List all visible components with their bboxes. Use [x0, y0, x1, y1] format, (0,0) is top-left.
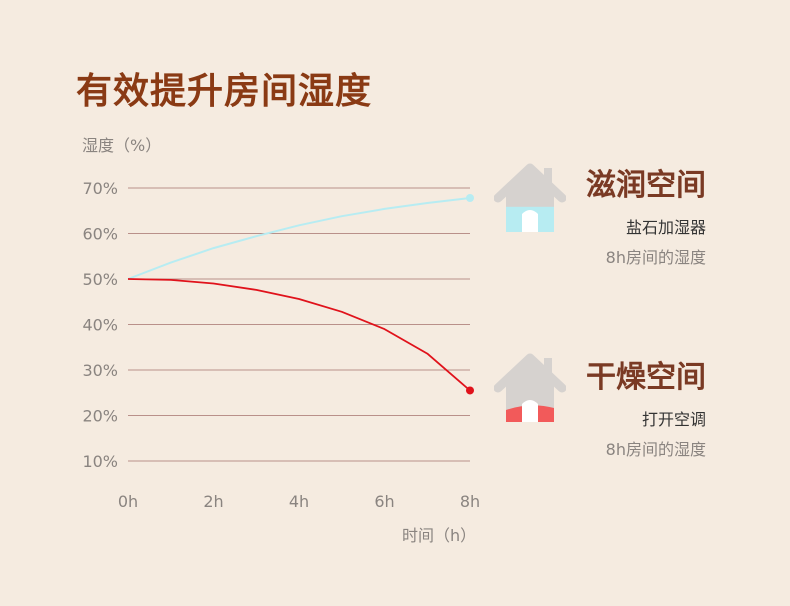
y-tick-label: 40%: [82, 316, 118, 335]
x-tick-label: 2h: [203, 492, 223, 511]
panel-title: 滋润空间: [586, 168, 706, 203]
grid-lines: [128, 187, 470, 462]
panel-note: 8h房间的湿度: [605, 248, 706, 267]
panel-subtitle: 盐石加湿器: [625, 218, 706, 237]
y-tick-label: 30%: [82, 361, 118, 380]
x-tick-labels: 0h 2h 4h 6h 8h: [118, 492, 480, 511]
panel-subtitle: 打开空调: [641, 410, 706, 429]
dry-panel: 干燥空间 打开空调 8h房间的湿度: [586, 352, 706, 460]
series-lines: [127, 194, 474, 395]
x-axis-label: 时间（h）: [402, 526, 477, 545]
x-tick-label: 6h: [374, 492, 394, 511]
dry-house-icon: [494, 353, 566, 422]
y-tick-label: 60%: [82, 225, 118, 244]
humid-panel: 滋润空间 盐石加湿器 8h房间的湿度: [586, 160, 706, 268]
y-tick-label: 50%: [82, 270, 118, 289]
panel-title: 干燥空间: [586, 360, 706, 395]
x-tick-label: 0h: [118, 492, 138, 511]
y-tick-labels: 10% 20% 30% 40% 50% 60% 70%: [82, 179, 118, 471]
y-axis-label: 湿度（%）: [82, 136, 162, 155]
series-line-1: [127, 197, 471, 280]
panel-note: 8h房间的湿度: [605, 440, 706, 459]
y-tick-label: 20%: [82, 407, 118, 426]
y-tick-label: 10%: [82, 452, 118, 471]
humid-house-icon: [494, 163, 566, 232]
series-end-point-2: [466, 386, 474, 395]
y-tick-label: 70%: [82, 179, 118, 198]
chart-title: 有效提升房间湿度: [76, 70, 373, 112]
series-line-2: [127, 278, 471, 392]
x-tick-label: 8h: [460, 492, 480, 511]
x-tick-label: 4h: [289, 492, 309, 511]
series-end-point-1: [466, 194, 474, 203]
